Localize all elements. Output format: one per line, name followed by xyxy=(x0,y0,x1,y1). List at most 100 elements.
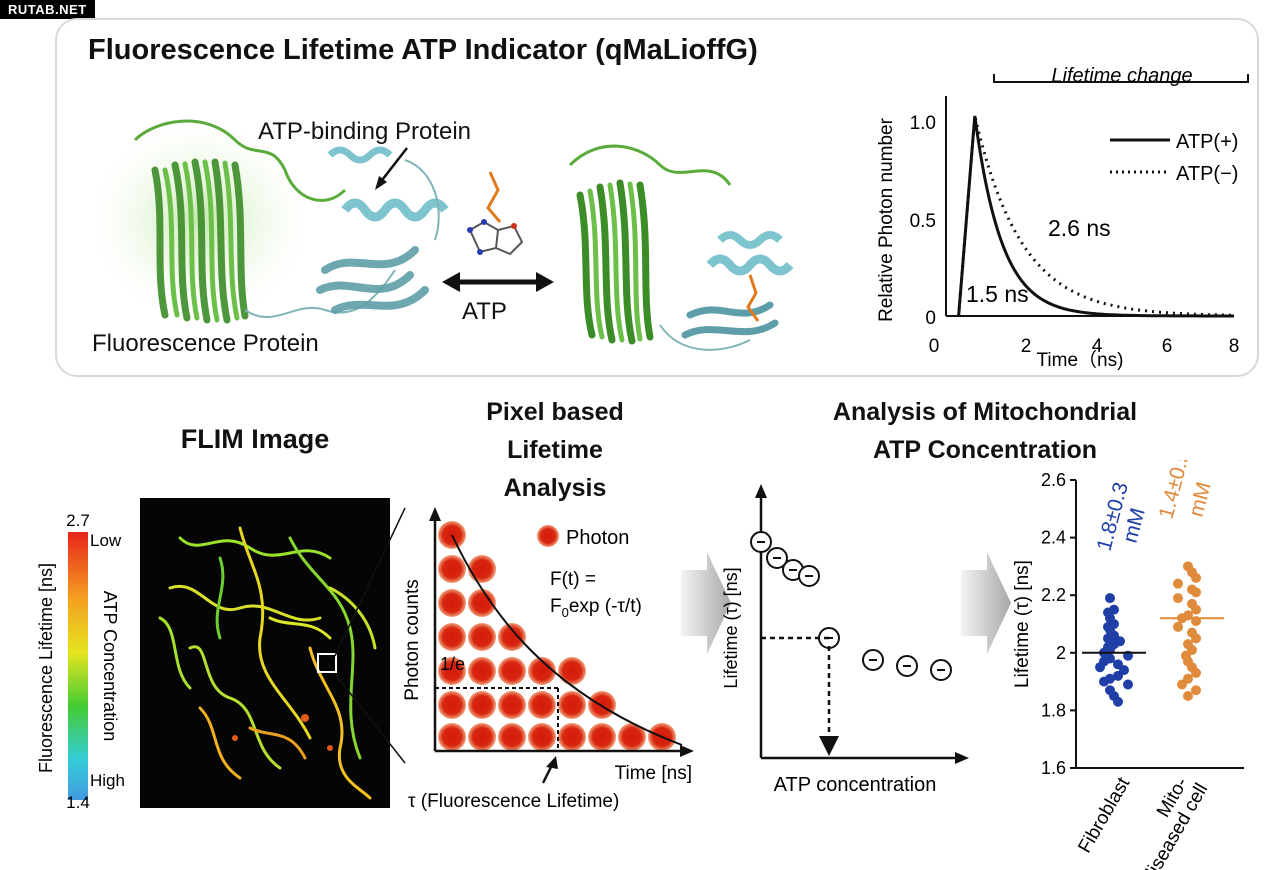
photon-dot xyxy=(558,691,586,719)
category-fibroblast: Fibroblast xyxy=(1074,773,1134,856)
decay-x-axis-label: Time（ns) xyxy=(1037,349,1124,370)
photon-dot xyxy=(588,691,616,719)
photon-legend-marker xyxy=(537,525,559,547)
atp-binding-protein-label: ATP-binding Protein xyxy=(258,118,471,145)
fibroblast-point xyxy=(1095,662,1105,673)
annotation-slow-lifetime: 2.6 ns xyxy=(1048,215,1111,241)
analysis-title-line2: ATP Concentration xyxy=(872,436,1098,464)
atp-molecule xyxy=(442,171,554,292)
mito-point xyxy=(1173,593,1183,604)
decay-y-tick: 0 xyxy=(925,308,936,329)
formula-line2: F0exp (-τ/t) xyxy=(550,596,642,620)
legend-atp-plus: ATP(+) xyxy=(1176,131,1238,153)
mito-point xyxy=(1191,587,1201,598)
fibroblast-point xyxy=(1105,593,1115,604)
fibroblast-point xyxy=(1099,676,1109,687)
photon-dot xyxy=(558,723,586,751)
flim-colorbar: 2.7 1.4 Low High Fluorescence Lifetime [… xyxy=(36,511,125,810)
protein-structure-right xyxy=(568,144,794,351)
process-arrow-2 xyxy=(961,552,1011,654)
scatter-y-tick: 2.6 xyxy=(1041,470,1066,490)
decay-y-tick: 0.5 xyxy=(910,211,936,232)
photon-dot xyxy=(528,691,556,719)
mito-point xyxy=(1191,667,1201,678)
photon-dot xyxy=(498,657,526,685)
photon-dot xyxy=(618,723,646,751)
tau-lifetime-label: τ (Fluorescence Lifetime) xyxy=(408,791,619,812)
photon-dot xyxy=(498,691,526,719)
photon-dot xyxy=(588,723,616,751)
one-over-e-label: 1/e xyxy=(440,654,465,674)
fibroblast-point xyxy=(1123,679,1133,690)
photon-dot xyxy=(468,723,496,751)
scatter-y-axis-label: Lifetime (τ) [ns] xyxy=(1012,560,1033,688)
scatter-y-tick: 2.4 xyxy=(1041,528,1066,548)
photon-dot xyxy=(438,589,466,617)
mito-point xyxy=(1191,604,1201,615)
photon-y-axis-label: Photon counts xyxy=(402,579,423,700)
decay-x-tick: 8 xyxy=(1229,336,1240,357)
photon-dot xyxy=(438,555,466,583)
decay-y-axis-label: Relative Photon number xyxy=(876,117,897,322)
photon-dot xyxy=(438,691,466,719)
legend-atp-minus: ATP(−) xyxy=(1176,163,1238,185)
decay-title-bracket xyxy=(993,74,1249,83)
decay-x-tick: 0 xyxy=(929,336,940,357)
photon-dot xyxy=(558,657,586,685)
decay-y-tick: 1.0 xyxy=(910,113,936,134)
decay-chart: Lifetime change Relative Photon number T… xyxy=(876,65,1249,370)
mito-point xyxy=(1183,691,1193,701)
decay-chart-title: Lifetime change xyxy=(1051,65,1192,87)
series-atp-plus-curve xyxy=(957,115,1234,318)
scatter-y-tick: 1.8 xyxy=(1041,700,1066,720)
analysis-title-line1: Analysis of Mitochondrial xyxy=(832,398,1138,426)
protein-structure-left xyxy=(95,110,449,330)
fibroblast-point xyxy=(1113,696,1123,707)
photon-x-axis-label: Time [ns] xyxy=(615,763,692,784)
calibration-plot: Lifetime (τ) [ns] ATP concentration xyxy=(721,484,969,796)
annotation-fast-lifetime: 1.5 ns xyxy=(966,281,1029,307)
mito-point xyxy=(1191,633,1201,644)
watermark: RUTAB.NET xyxy=(0,0,95,19)
colorbar-low-label: Low xyxy=(90,531,122,550)
scatter-y-tick: 1.6 xyxy=(1041,758,1066,778)
photon-dot xyxy=(528,657,556,685)
calib-x-axis-label: ATP concentration xyxy=(774,774,937,796)
fluorescence-protein-label: Fluorescence Protein xyxy=(92,330,319,357)
formula-line1: F(t) = xyxy=(550,569,596,590)
photon-dot xyxy=(468,657,496,685)
calib-y-axis-label: Lifetime (τ) [ns] xyxy=(721,567,741,688)
decay-x-tick: 2 xyxy=(1021,336,1032,357)
main-title: Fluorescence Lifetime ATP Indicator (qMa… xyxy=(88,34,758,66)
colorbar-concentration-label: ATP Concentration xyxy=(100,591,120,741)
process-arrow-1 xyxy=(681,552,731,654)
colorbar-max: 2.7 xyxy=(66,511,90,530)
photon-dot xyxy=(468,623,496,651)
atp-arrow-label: ATP xyxy=(462,298,507,325)
fibroblast-point xyxy=(1113,670,1123,681)
flim-title: FLIM Image xyxy=(180,424,330,454)
photon-dot xyxy=(468,555,496,583)
photon-dot xyxy=(498,723,526,751)
colorbar-ylabel: Fluorescence Lifetime [ns] xyxy=(36,563,56,773)
scatter-y-tick: 2 xyxy=(1056,643,1066,663)
zoom-lines xyxy=(334,507,406,764)
photon-dot xyxy=(438,723,466,751)
colorbar-min: 1.4 xyxy=(66,793,90,810)
photon-legend-label: Photon xyxy=(566,527,629,549)
photon-dot xyxy=(468,691,496,719)
pixel-title-line1: Pixel based xyxy=(486,398,624,426)
flim-image xyxy=(140,498,390,808)
photon-dot xyxy=(498,623,526,651)
decay-x-tick: 6 xyxy=(1162,336,1173,357)
colorbar-high-label: High xyxy=(90,771,125,790)
lifetime-scatter-plot: 1.6 1.8 2 2.2 2.4 2.6 Lifetime (τ) [ns] Fibro… xyxy=(1012,460,1244,870)
decay-x-tick: 4 xyxy=(1092,336,1103,357)
mito-point xyxy=(1173,621,1183,632)
mito-concentration-unit: mM xyxy=(1185,480,1216,520)
photon-dot xyxy=(438,657,466,685)
photon-histogram: Photon F(t) = F0exp (-τ/t) 1/e Photon co… xyxy=(402,507,694,812)
pixel-title-line3: Analysis xyxy=(503,474,607,502)
photon-dot xyxy=(438,623,466,651)
series-atp-minus-curve xyxy=(957,115,1234,317)
